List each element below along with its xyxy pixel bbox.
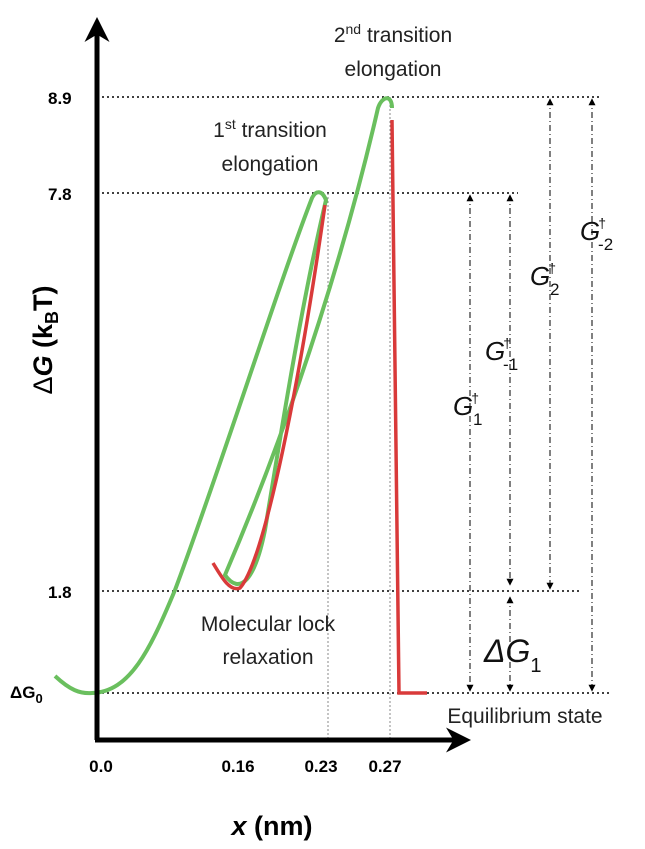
barrier-label: G† 1 bbox=[453, 390, 483, 429]
text-part: † bbox=[598, 215, 606, 231]
text-part: ΔG bbox=[10, 683, 35, 702]
x-tick-label: 0.27 bbox=[368, 757, 401, 776]
text-part: (k bbox=[28, 323, 58, 348]
y-tick-label: 1.8 bbox=[48, 583, 72, 602]
y-tick-label: 7.8 bbox=[48, 185, 72, 204]
barrier-label: G† 2 bbox=[530, 260, 560, 299]
text-part: T) bbox=[28, 285, 58, 310]
x-tick-label: 0.16 bbox=[221, 757, 254, 776]
text-part: G bbox=[530, 261, 550, 291]
text-part: G bbox=[485, 336, 505, 366]
text-part: 1 bbox=[213, 119, 225, 142]
text-part: B bbox=[42, 311, 62, 324]
text-part: † bbox=[471, 390, 479, 406]
text-part: G bbox=[453, 391, 473, 421]
x-tick-label: 0.23 bbox=[304, 757, 337, 776]
barrier-label: G† -2 bbox=[580, 215, 613, 254]
x-axis-label: x (nm) bbox=[229, 811, 312, 841]
text-part: x bbox=[229, 811, 247, 841]
annotation: elongation bbox=[222, 153, 319, 176]
text-part: -2 bbox=[598, 235, 613, 254]
text-part: transition bbox=[367, 24, 452, 47]
text-part: st bbox=[225, 116, 236, 132]
text-part: † bbox=[548, 260, 556, 276]
text-part: ΔG bbox=[483, 633, 530, 669]
barrier-label: ΔG1 bbox=[483, 633, 541, 677]
text-part: G bbox=[28, 355, 58, 376]
text-part: Δ bbox=[28, 376, 58, 394]
annotation: Molecular lock bbox=[201, 613, 336, 636]
relaxation-curve bbox=[211, 204, 327, 591]
text-part: (nm) bbox=[254, 811, 312, 841]
text-part: 1 bbox=[473, 410, 482, 429]
y-tick-label: 8.9 bbox=[48, 89, 72, 108]
annotation: 2nd transition bbox=[334, 21, 452, 47]
free-energy-curve bbox=[53, 96, 394, 696]
text-part: 2 bbox=[550, 280, 559, 299]
text-part: 2 bbox=[334, 24, 346, 47]
annotation: Equilibrium state bbox=[447, 705, 602, 728]
drop-curve bbox=[390, 119, 427, 695]
y-axis-label: ΔG (kBT) bbox=[28, 285, 62, 394]
y-tick-label: ΔG0 bbox=[10, 683, 43, 706]
barrier-label: G† -1 bbox=[485, 335, 518, 374]
text-part: 0 bbox=[35, 691, 42, 706]
x-tick-label: 0.0 bbox=[89, 757, 113, 776]
text-part: nd bbox=[346, 21, 362, 37]
annotation: 1st transition bbox=[213, 116, 327, 142]
text-part: transition bbox=[242, 119, 327, 142]
text-part: 1 bbox=[530, 655, 541, 677]
annotation: elongation bbox=[345, 58, 442, 81]
text-part: † bbox=[503, 335, 511, 351]
text-part: -1 bbox=[503, 355, 518, 374]
annotation: relaxation bbox=[222, 646, 313, 669]
text-part: G bbox=[580, 216, 600, 246]
